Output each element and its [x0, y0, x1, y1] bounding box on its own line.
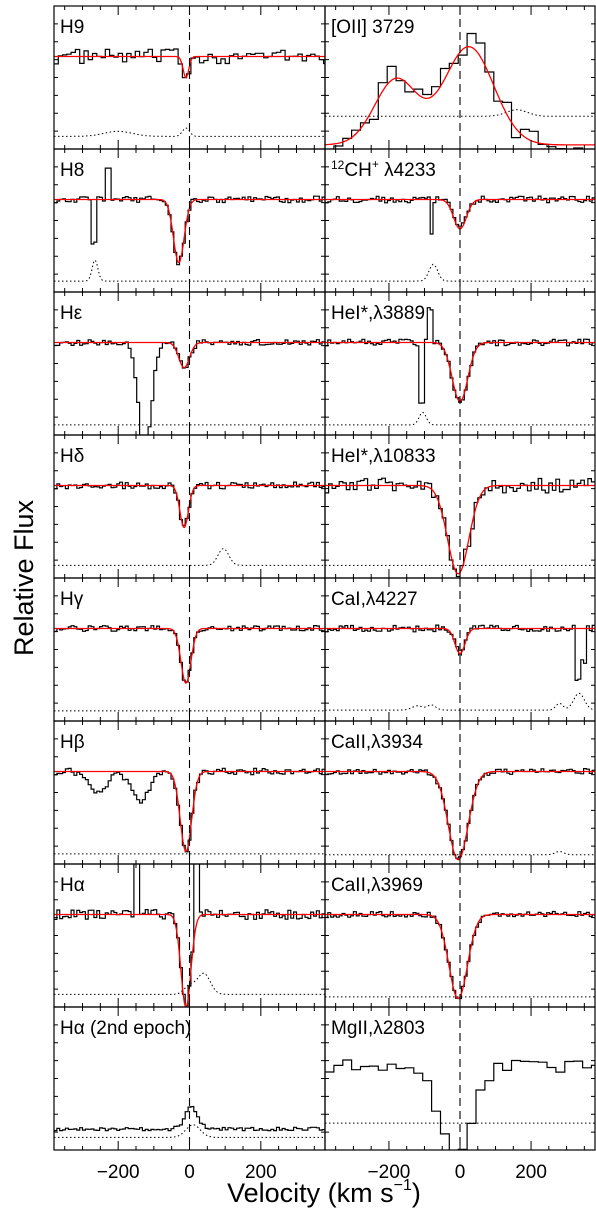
error-spectrum-caii3934 — [325, 850, 595, 856]
error-spectrum-hdel — [54, 548, 325, 566]
panel-he10833: HeI*,λ10833 — [324, 434, 596, 579]
label-superscript: 12 — [331, 158, 345, 172]
data-spectrum-halp2 — [54, 1106, 325, 1132]
x-tick-label: 200 — [245, 1162, 277, 1183]
x-tick-label: −200 — [97, 1162, 140, 1183]
panel-cai: CaI,λ4227 — [324, 577, 596, 722]
panel-label-h9: H9 — [60, 17, 84, 38]
fit-curve-h9 — [54, 55, 325, 79]
panel-label-oii: [OII] 3729 — [331, 17, 414, 38]
panel-hdel: Hδ — [53, 434, 326, 579]
panel-label-hdel: Hδ — [60, 446, 84, 467]
panel-label-hbet: Hβ — [60, 732, 85, 753]
data-spectrum-caii3934 — [325, 768, 595, 859]
panel-caii3934: CaII,λ3934 — [324, 720, 596, 865]
x-tick-label: 0 — [184, 1162, 195, 1183]
error-spectrum-halp2 — [54, 1124, 325, 1138]
data-spectrum-hdel — [54, 481, 325, 526]
label-main: CH — [344, 160, 371, 181]
y-axis-label: Relative Flux — [9, 499, 39, 656]
panel-label-heps: Hε — [60, 303, 83, 324]
panel-halp2: Hα (2nd epoch) — [53, 1006, 326, 1151]
panel-label-h8: H8 — [60, 160, 84, 181]
panel-hbet: Hβ — [53, 720, 326, 865]
data-spectrum-halp — [54, 864, 325, 1007]
panel-label-caii3934: CaII,λ3934 — [331, 732, 423, 753]
label-superscript: + — [372, 157, 379, 171]
panel-ch: 12CH+ λ4233 — [324, 148, 596, 293]
panel-he3889: HeI*,λ3889 — [324, 291, 596, 436]
panel-oii: [OII] 3729 — [324, 5, 596, 150]
data-spectrum-ch — [325, 195, 595, 235]
data-spectrum-oii — [333, 32, 584, 149]
panel-label-halp: Hα — [60, 875, 85, 896]
fit-curve-cai — [325, 627, 595, 655]
x-tick-label: 0 — [455, 1162, 466, 1183]
x-axis-label: Velocity (km s−1) — [227, 1177, 421, 1208]
data-spectrum-h9 — [54, 48, 325, 79]
error-spectrum-h9 — [54, 127, 325, 137]
label-rest: λ4233 — [379, 160, 436, 181]
panel-label-he10833: HeI*,λ10833 — [331, 446, 436, 467]
panel-label-caii3969: CaII,λ3969 — [331, 875, 423, 896]
panel-heps: Hε — [53, 291, 326, 436]
panel-h9: H9 — [53, 5, 326, 150]
panel-label-cai: CaI,λ4227 — [331, 589, 418, 610]
panel-label-hgam: Hγ — [60, 589, 84, 610]
panel-label-ch: 12CH+ λ4233 — [331, 157, 436, 181]
panel-mgii: MgII,λ2803 — [324, 1006, 596, 1151]
panel-label-halp2: Hα (2nd epoch) — [60, 1018, 191, 1039]
x-tick-label: 200 — [515, 1162, 547, 1183]
panel-label-mgii: MgII,λ2803 — [331, 1018, 425, 1039]
error-spectrum-halp — [54, 972, 325, 995]
error-spectrum-he3889 — [325, 411, 595, 426]
x-tick-label: −200 — [368, 1162, 411, 1183]
panel-caii3969: CaII,λ3969 — [324, 863, 596, 1008]
error-spectrum-oii — [325, 109, 595, 117]
fit-curve-hbet — [54, 770, 325, 853]
panel-label-he3889: HeI*,λ3889 — [331, 303, 425, 324]
panel-hgam: Hγ — [53, 577, 326, 722]
panel-h8: H8 — [53, 148, 326, 293]
